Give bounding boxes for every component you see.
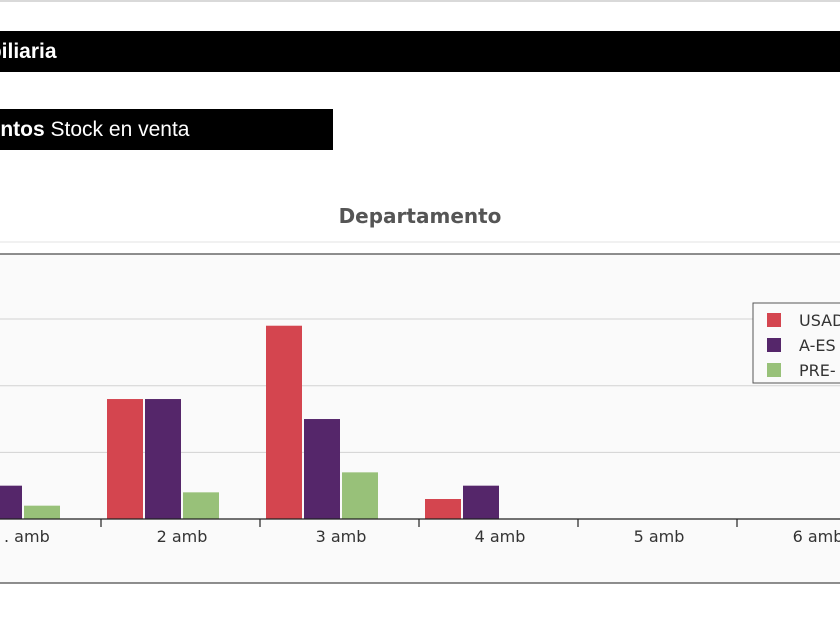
bar-aes-0 [0,485,22,519]
legend-label-2: PRE- [799,361,836,380]
bar-pre-2 [342,472,378,519]
legend-label-1: A-ES [799,336,836,355]
x-tick-label-2: 3 amb [316,527,367,546]
bar-usad-1 [107,399,143,519]
subsection-title-rest: Stock en venta [50,118,190,141]
subsection-header: mentos Stock en venta [0,109,333,150]
legend-swatch-1 [767,338,781,352]
subsection-title-bold: mentos [0,118,45,141]
legend-swatch-2 [767,363,781,377]
bar-pre-1 [183,492,219,519]
chart-title: Departamento [338,204,502,228]
x-tick-label-3: 4 amb [475,527,526,546]
section-title: obiliaria [0,40,57,63]
bar-usad-3 [425,499,461,519]
bar-aes-1 [145,399,181,519]
x-tick-label-5: 6 amb [793,527,840,546]
x-tick-label-4: 5 amb [634,527,685,546]
chart-container: . amb 2 amb 3 amb 4 amb 5 amb 6 amb USAD A-ES PR… [0,240,840,589]
bar-aes-2 [304,419,340,519]
x-tick-label-0: . amb [4,527,50,546]
bar-chart: . amb 2 amb 3 amb 4 amb 5 amb 6 amb USAD A-ES PR… [0,241,840,584]
x-tick-label-1: 2 amb [157,527,208,546]
section-header: obiliaria [0,31,840,72]
top-rule [0,0,840,2]
bar-pre-0 [24,505,60,519]
legend-label-0: USAD [799,311,840,330]
bar-usad-2 [266,325,302,519]
legend-swatch-0 [767,313,781,327]
bar-aes-3 [463,485,499,519]
